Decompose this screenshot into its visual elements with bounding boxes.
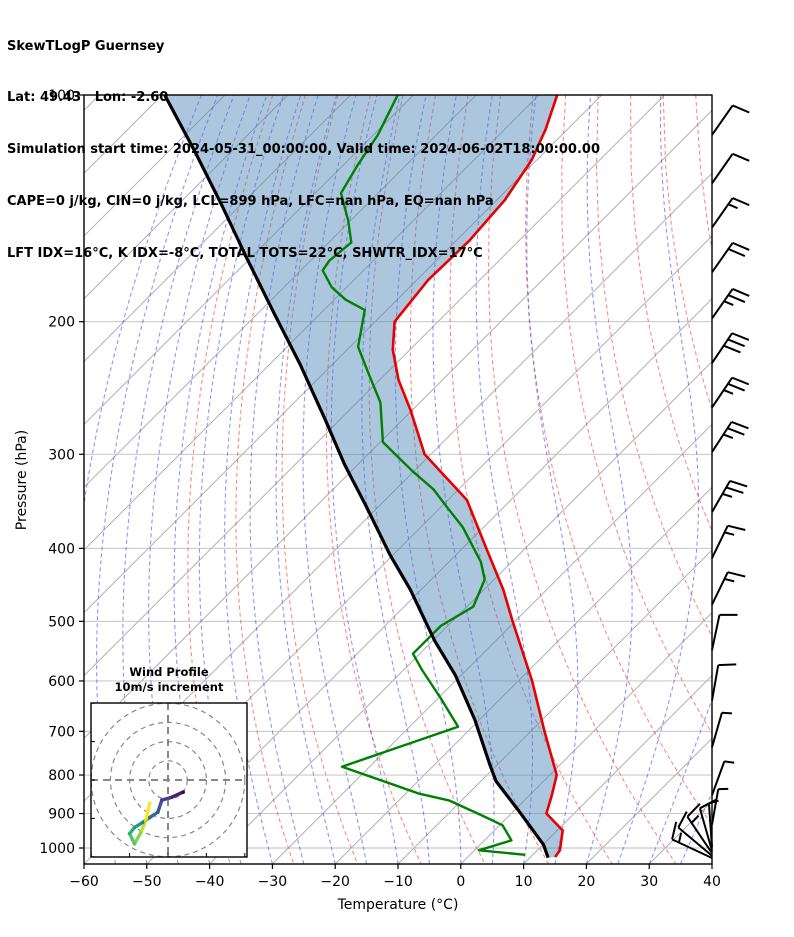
x-tick-label: 0: [456, 874, 465, 890]
wind-barb: [698, 798, 717, 851]
wind-barb: [711, 760, 735, 796]
wind-barb: [711, 197, 750, 229]
dewpoint-curve: [321, 95, 526, 856]
cape-shading: [164, 95, 563, 858]
x-tick-label: −10: [383, 874, 413, 890]
y-tick-label: 100: [48, 88, 75, 104]
y-tick-label: 600: [48, 674, 75, 690]
wind-barbs: [671, 104, 750, 859]
wind-barb: [711, 524, 746, 559]
wind-barb: [711, 287, 750, 319]
wind-barb: [707, 799, 719, 848]
chart-latlon: Lat: 49.43 Lon: -2.60: [7, 90, 169, 106]
wind-barb: [711, 711, 732, 748]
x-tick-label: 30: [640, 874, 658, 890]
y-tick-label: 200: [48, 315, 75, 331]
x-tick-label: −30: [258, 874, 288, 890]
hodograph-subtitle: 10m/s increment: [114, 680, 224, 694]
y-axis-label: Pressure (hPa): [14, 430, 30, 530]
y-tick-label: 700: [48, 724, 75, 740]
x-tick-label: 10: [515, 874, 533, 890]
wind-barb: [711, 376, 750, 409]
wind-barb: [711, 663, 737, 701]
wind-barb: [711, 613, 738, 651]
wind-barb: [677, 811, 713, 857]
wind-barb: [711, 104, 750, 136]
chart-title: SkewTLogP Guernsey: [7, 38, 165, 54]
y-tick-label: 900: [48, 807, 75, 823]
hodograph-inset: [90, 702, 248, 858]
hodograph-title: Wind Profile: [129, 665, 209, 679]
wind-barb: [711, 332, 750, 364]
chart-times: Simulation start time: 2024-05-31_00:00:…: [7, 142, 600, 158]
wind-barb: [711, 241, 750, 273]
shade-boundary-curve: [163, 95, 550, 859]
wind-barb: [711, 420, 749, 453]
chart-header: SkewTLogP Guernsey Lat: 49.43 Lon: -2.60…: [7, 3, 600, 297]
y-tick-label: 300: [48, 447, 75, 463]
x-axis-label: Temperature (°C): [337, 897, 459, 913]
wind-barb: [711, 152, 750, 184]
wind-barb: [711, 479, 748, 513]
x-tick-label: 40: [703, 874, 721, 890]
x-tick-label: −40: [195, 874, 225, 890]
x-tick-label: −50: [132, 874, 162, 890]
chart-cape-line: CAPE=0 j/kg, CIN=0 j/kg, LCL=899 hPa, LF…: [7, 194, 494, 210]
temperature-curve: [391, 95, 564, 858]
wind-barb: [686, 803, 713, 854]
y-tick-label: 400: [48, 541, 75, 557]
wind-barb: [671, 821, 713, 859]
x-tick-label: −60: [69, 874, 99, 890]
y-tick-label: 1000: [39, 841, 75, 857]
y-tick-label: 800: [48, 768, 75, 784]
chart-indices-line: LFT IDX=16°C, K IDX=-8°C, TOTAL TOTS=22°…: [7, 246, 483, 262]
dry-adiabats: [187, 95, 712, 864]
y-tick-label: 500: [48, 614, 75, 630]
x-tick-label: −20: [320, 874, 350, 890]
wind-barb: [711, 787, 729, 825]
wind-barb: [711, 571, 746, 605]
x-tick-label: 20: [577, 874, 595, 890]
